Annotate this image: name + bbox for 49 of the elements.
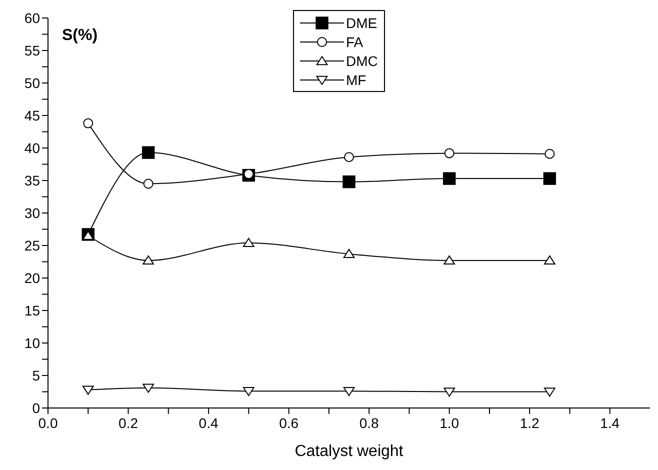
point <box>343 248 355 258</box>
legend-label: MF <box>346 72 366 88</box>
y-tick-label: 25 <box>24 237 40 254</box>
y-tick-label: 5 <box>32 367 40 384</box>
point <box>143 178 154 189</box>
y-tick-label: 60 <box>24 10 40 26</box>
point <box>82 386 94 395</box>
y-axis-title: S(%) <box>62 27 98 44</box>
x-tick-label: 0.2 <box>118 414 138 431</box>
y-tick-label: 40 <box>24 140 40 156</box>
y-tick-label: 55 <box>24 42 40 58</box>
point <box>242 238 254 247</box>
y-tick-label: 35 <box>24 172 40 188</box>
point <box>244 169 254 179</box>
y-tick-label: 15 <box>24 302 40 318</box>
x-tick-label: 1.2 <box>520 414 540 431</box>
y-tick-label: 10 <box>24 334 40 351</box>
x-tick-label: 0.6 <box>279 414 299 431</box>
x-tick-label: 1.4 <box>600 414 620 431</box>
point <box>83 118 94 128</box>
point <box>544 255 556 265</box>
point <box>343 387 355 396</box>
point <box>142 384 154 393</box>
y-tick-label: 45 <box>24 107 40 124</box>
point <box>444 388 456 397</box>
point <box>142 255 154 265</box>
y-tick-label: 0 <box>32 400 40 416</box>
x-axis-title: Catalyst weight <box>294 443 404 460</box>
point <box>444 255 456 265</box>
x-tick-label: 0.4 <box>198 414 218 431</box>
y-tick-label: 50 <box>24 74 40 91</box>
point <box>544 148 555 159</box>
point <box>344 152 354 162</box>
point <box>142 146 155 159</box>
point <box>544 388 556 397</box>
legend-label: FA <box>346 34 364 50</box>
x-tick-label: 1.0 <box>440 414 460 431</box>
y-tick-label: 30 <box>24 204 40 221</box>
point <box>242 387 254 396</box>
legend-label: DMC <box>346 52 378 68</box>
x-tick-label: 0.0 <box>38 414 58 431</box>
point <box>342 175 356 188</box>
point <box>543 172 556 185</box>
point <box>442 172 456 185</box>
y-tick-label: 20 <box>24 270 40 286</box>
point <box>444 148 454 158</box>
point <box>82 230 94 240</box>
x-tick-label: 0.8 <box>359 414 380 431</box>
legend-label: DME <box>346 14 378 30</box>
